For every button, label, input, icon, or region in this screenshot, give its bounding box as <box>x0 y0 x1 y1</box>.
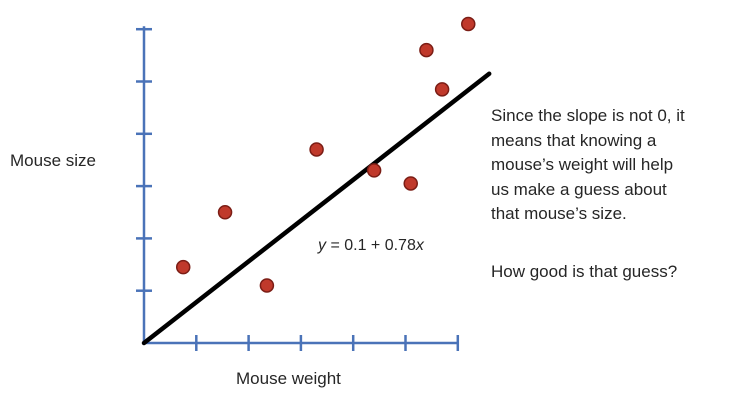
y-axis-label: Mouse size <box>10 151 96 170</box>
axes <box>136 26 460 351</box>
data-point <box>461 16 476 32</box>
explanation-line: that mouse’s size. <box>491 204 627 223</box>
data-point <box>434 82 450 97</box>
data-point <box>419 42 434 58</box>
data-point <box>259 278 275 293</box>
regression-equation: y = 0.1 + 0.78x <box>318 237 424 255</box>
regression-line <box>141 71 492 346</box>
equation-y-var: y <box>318 237 326 254</box>
data-point <box>309 142 324 157</box>
explanation-line: Since the slope is not 0, it <box>491 106 685 125</box>
x-axis-label: Mouse weight <box>236 369 341 388</box>
data-point <box>403 176 418 191</box>
data-point <box>217 205 233 220</box>
regression-line-layer <box>141 71 492 346</box>
data-point <box>175 259 191 275</box>
data-points <box>175 16 476 293</box>
equation-coefficients: = 0.1 + 0.78 <box>326 237 416 254</box>
equation-x-var: x <box>415 237 424 254</box>
explanation-line: mouse’s weight will help <box>491 155 674 174</box>
data-point <box>366 163 382 178</box>
guess-question: How good is that guess? <box>491 262 678 281</box>
explanation-line: us make a guess about <box>491 179 667 199</box>
slope-explanation: Since the slope is not 0, it means that … <box>491 104 685 227</box>
explanation-line: means that knowing a <box>491 130 657 150</box>
